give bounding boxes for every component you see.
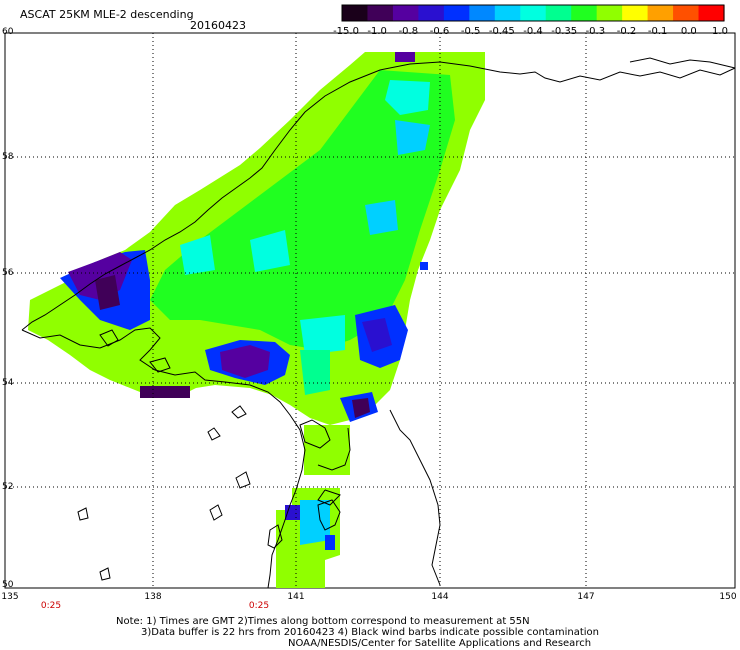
data-region: [352, 398, 370, 418]
lat-label-54: 54: [2, 378, 14, 388]
coastline-segment: [629, 57, 736, 69]
colorbar-swatch: [392, 5, 419, 21]
data-region: [420, 262, 428, 270]
lat-label-56: 56: [2, 268, 14, 278]
colorbar-swatch: [571, 5, 598, 21]
colorbar-swatch: [443, 5, 470, 21]
lat-label-52: 52: [2, 482, 14, 492]
colorbar-label: -0.8: [398, 26, 419, 37]
lat-label-58: 58: [2, 152, 14, 162]
coastline-segment: [317, 499, 341, 531]
colorbar-swatch: [367, 5, 394, 21]
coastline-segment: [149, 357, 171, 373]
data-region: [180, 235, 215, 275]
lon-label-144: 144: [431, 592, 449, 602]
colorbar-swatch: [342, 5, 369, 21]
coastline-segment: [299, 419, 331, 449]
coastline-segment: [389, 409, 441, 586]
lat-lon-grid: [5, 33, 735, 588]
data-region: [385, 80, 430, 115]
colorbar-label: -0.2: [616, 26, 637, 37]
coastline-segment: [231, 405, 247, 419]
colorbar-frame: [341, 4, 725, 22]
colorbar-label: -0.45: [488, 26, 515, 37]
data-region: [325, 535, 335, 550]
colorbar: [341, 4, 725, 22]
colorbar-label: -0.3: [585, 26, 606, 37]
coastline-segment: [77, 507, 89, 521]
data-region: [250, 230, 290, 272]
colorbar-swatch: [494, 5, 521, 21]
note-line-2: 3)Data buffer is 22 hrs from 20160423 4)…: [141, 627, 599, 638]
colorbar-label: -1.0: [367, 26, 387, 37]
data-region: [395, 52, 415, 62]
colorbar-label: -0.4: [523, 26, 543, 37]
wind-data-field: [28, 52, 485, 588]
time-label-left: 0:25: [40, 601, 62, 611]
coastline: [21, 57, 736, 589]
map-title: ASCAT 25KM MLE-2 descending: [20, 8, 194, 21]
data-region: [362, 318, 392, 352]
lon-label-135: 135: [1, 592, 19, 602]
colorbar-swatch: [622, 5, 649, 21]
coastline-segment: [267, 524, 283, 549]
data-region: [300, 350, 330, 395]
colorbar-label: 0.0: [680, 26, 697, 37]
plot-frame: [4, 32, 736, 589]
colorbar-swatch: [545, 5, 572, 21]
lon-label-138: 138: [144, 592, 162, 602]
colorbar-label: -0.6: [429, 26, 450, 37]
coastline-segment: [317, 427, 351, 471]
colorbar-label: -15.0: [333, 26, 359, 37]
lon-label-147: 147: [577, 592, 595, 602]
data-region: [220, 345, 270, 378]
coastline-segment: [21, 61, 736, 331]
data-region: [395, 120, 430, 155]
colorbar-swatch: [698, 5, 725, 21]
data-region: [365, 200, 398, 235]
colorbar-swatch: [596, 5, 623, 21]
coastline-segment: [207, 427, 221, 441]
data-region: [304, 425, 350, 475]
lon-label-141: 141: [287, 592, 305, 602]
colorbar-swatch: [647, 5, 674, 21]
coastline-segment: [235, 471, 251, 489]
data-region: [300, 315, 345, 355]
lon-label-150: 150: [719, 592, 737, 602]
coastline-segment: [99, 329, 119, 347]
colorbar-label: -0.35: [551, 26, 578, 37]
colorbar-label: -0.1: [647, 26, 668, 37]
colorbar-swatch: [673, 5, 700, 21]
time-label-right: 0:25: [248, 601, 270, 611]
note-line-1: Note: 1) Times are GMT 2)Times along bot…: [116, 616, 530, 627]
map-date: 20160423: [190, 19, 246, 32]
colorbar-swatch: [418, 5, 445, 21]
note-line-3: NOAA/NESDIS/Center for Satellite Applica…: [288, 638, 592, 649]
data-region: [95, 275, 120, 310]
coastline-segment: [317, 489, 341, 506]
colorbar-label: 1.0: [712, 26, 728, 37]
data-region: [150, 70, 455, 350]
lat-label-60: 60: [2, 27, 14, 37]
coastline-segment: [209, 504, 223, 521]
data-region: [140, 386, 190, 398]
colorbar-swatch: [469, 5, 496, 21]
coastline-segment: [99, 567, 111, 581]
colorbar-label: -0.5: [460, 26, 481, 37]
lat-label-50: 50: [2, 580, 14, 590]
colorbar-swatch: [520, 5, 547, 21]
data-region: [300, 500, 330, 545]
